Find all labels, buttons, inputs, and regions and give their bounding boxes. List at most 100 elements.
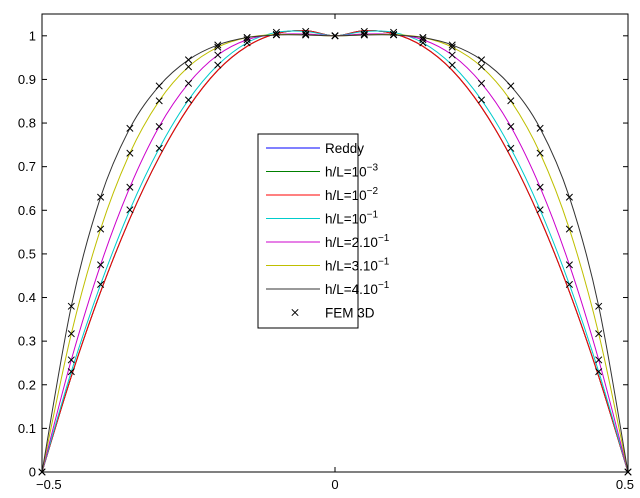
- legend-label-6: h/L=4.10−1: [325, 280, 390, 297]
- fem-marker-3-16: [507, 82, 515, 90]
- fem-marker-3-19: [595, 302, 603, 310]
- fem-marker-1-19: [595, 356, 603, 364]
- fem-marker-0-5: [184, 96, 193, 104]
- fem-marker-1-6: [214, 51, 222, 59]
- fem-marker-1-9: [302, 30, 310, 38]
- fem-marker-3-15: [477, 56, 486, 64]
- fem-marker-3-17: [536, 124, 544, 132]
- fem-marker-2-15: [477, 63, 486, 71]
- fem-marker-3-11: [360, 31, 368, 39]
- y-tick-label: 0.6: [18, 203, 36, 218]
- fem-marker-3-12: [390, 31, 398, 39]
- plot-frame: [41, 13, 629, 473]
- fem-marker-2-3: [126, 149, 134, 157]
- fem-marker-3-7: [243, 34, 251, 42]
- legend-label-exponent: −1: [378, 280, 390, 291]
- legend-label-2: h/L=10−2: [325, 186, 379, 203]
- legend-label-base: h/L=4.10: [325, 282, 378, 297]
- fem-marker-0-15: [477, 96, 486, 104]
- x-tick-label: 0: [331, 477, 338, 492]
- legend-marker-7: [291, 308, 299, 317]
- legend-label-base: h/L=10: [325, 212, 367, 227]
- legend-label-1: h/L=10−3: [325, 163, 379, 180]
- legend-label-base: FEM 3D: [325, 306, 375, 321]
- legend-label-base: h/L=10: [325, 188, 367, 203]
- fem-marker-0-8: [272, 28, 280, 36]
- fem-marker-1-17: [536, 183, 544, 191]
- fem-marker-0-14: [448, 61, 456, 69]
- fem-marker-1-14: [448, 51, 456, 59]
- y-tick-label: 1: [29, 28, 36, 43]
- legend-label-7: FEM 3D: [325, 306, 375, 321]
- fem-marker-3-3: [126, 124, 134, 132]
- fem-marker-3-2: [97, 193, 105, 201]
- axes: 00.10.20.30.40.50.60.70.80.91−0.5 0 0.5: [18, 14, 634, 492]
- fem-marker-1-3: [126, 183, 134, 191]
- fem-marker-0-11: [360, 27, 368, 36]
- fem-marker-0-13: [419, 39, 427, 47]
- fem-marker-2-14: [448, 43, 456, 51]
- fem-marker-1-15: [477, 79, 486, 87]
- fem-marker-0-16: [507, 144, 515, 152]
- fem-marker-1-2: [97, 261, 105, 269]
- y-tick-label: 0.3: [18, 334, 36, 349]
- fem-marker-1-16: [507, 122, 515, 131]
- fem-marker-1-13: [419, 36, 427, 44]
- fem-marker-0-17: [536, 206, 544, 214]
- fem-marker-3-6: [214, 41, 222, 49]
- fem-marker-1-5: [184, 79, 193, 87]
- fem-marker-2-1: [67, 330, 75, 338]
- fem-marker-3-18: [565, 193, 573, 201]
- fem-marker-3-4: [155, 82, 163, 90]
- fem-marker-2-19: [595, 330, 603, 338]
- legend-label-5: h/L=3.10−1: [325, 257, 390, 274]
- y-tick-label: 0.8: [18, 116, 36, 131]
- y-tick-label: 0.4: [18, 290, 36, 305]
- fem-marker-0-18: [565, 280, 573, 288]
- x-tick-label: 0.5: [616, 477, 634, 492]
- legend-label-4: h/L=2.10−1: [325, 233, 390, 250]
- fem-marker-2-5: [184, 63, 193, 71]
- fem-marker-0-19: [595, 368, 603, 376]
- marker-group: [38, 27, 632, 476]
- fem-marker-1-1: [67, 356, 75, 364]
- fem-marker-2-16: [507, 97, 515, 105]
- fem-marker-0-9: [302, 27, 310, 36]
- fem-marker-1-18: [565, 261, 573, 269]
- fem-marker-0-12: [390, 28, 398, 36]
- fem-marker-1-4: [155, 122, 163, 131]
- fem-marker-3-8: [272, 31, 280, 39]
- fem-marker-3-13: [419, 34, 427, 42]
- fem-marker-0-2: [97, 280, 105, 288]
- fem-marker-0-6: [214, 61, 222, 69]
- y-tick-label: 0.2: [18, 377, 36, 392]
- legend: Reddyh/L=10−3h/L=10−2h/L=10−1h/L=2.10−1h…: [257, 133, 390, 329]
- fem-marker-2-17: [536, 149, 544, 157]
- fem-marker-0-4: [155, 144, 163, 152]
- y-tick-label: 0.1: [18, 421, 36, 436]
- legend-label-exponent: −1: [367, 210, 379, 221]
- fem-marker-3-10: [331, 32, 339, 40]
- y-tick-label: 0.7: [18, 159, 36, 174]
- legend-label-exponent: −1: [378, 233, 390, 244]
- x-tick-label: −0.5: [36, 477, 62, 492]
- legend-label-base: h/L=10: [325, 165, 367, 180]
- fem-marker-2-6: [214, 43, 222, 51]
- fem-marker-2-4: [155, 97, 163, 105]
- legend-label-exponent: −3: [367, 163, 379, 174]
- fem-marker-3-9: [302, 31, 310, 39]
- legend-label-3: h/L=10−1: [325, 210, 379, 227]
- legend-label-exponent: −1: [378, 257, 390, 268]
- fem-marker-1-7: [243, 36, 251, 44]
- fem-marker-1-11: [360, 30, 368, 38]
- fem-marker-2-18: [565, 225, 573, 233]
- legend-label-base: h/L=2.10: [325, 235, 378, 250]
- y-tick-label: 0.5: [18, 246, 36, 261]
- fem-marker-3-5: [184, 56, 193, 64]
- fem-marker-2-2: [97, 225, 105, 233]
- legend-label-0: Reddy: [325, 141, 364, 156]
- y-tick-label: 0: [29, 465, 36, 480]
- fem-marker-3-1: [67, 302, 75, 310]
- legend-box: [257, 133, 359, 329]
